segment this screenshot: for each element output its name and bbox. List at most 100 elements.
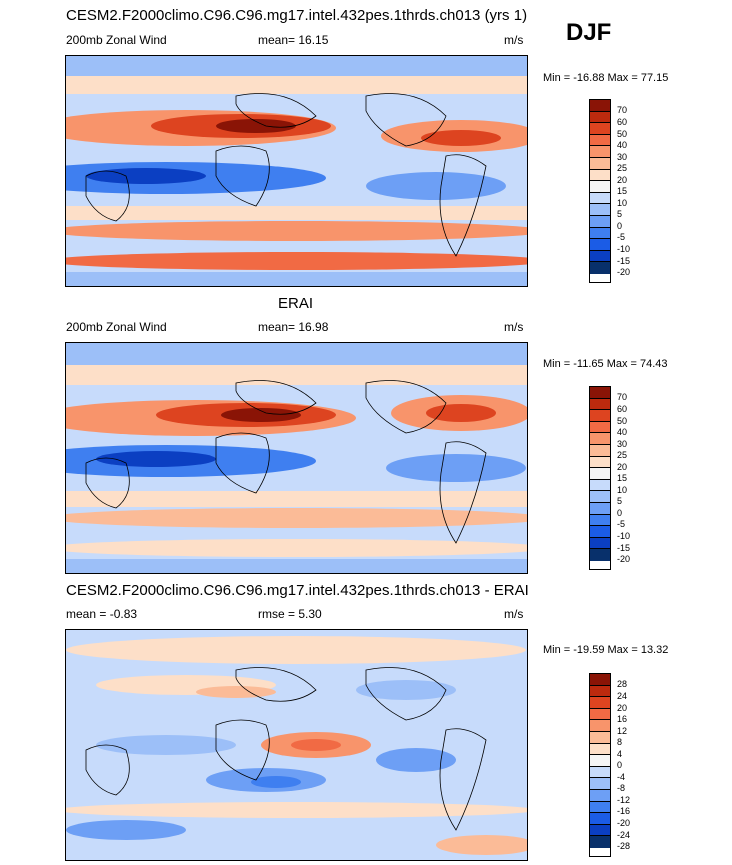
colorbar-swatch	[590, 433, 610, 445]
colorbar-swatch	[590, 181, 610, 193]
colorbar-tick: 25	[617, 163, 628, 173]
panel3-title: CESM2.F2000climo.C96.C96.mg17.intel.432p…	[66, 582, 529, 599]
panel1-units: m/s	[504, 33, 524, 47]
panel2-minmax: Min = -11.65 Max = 74.43	[543, 358, 668, 370]
colorbar-tick: 40	[617, 140, 628, 150]
colorbar-swatch	[590, 387, 610, 399]
panel3-map	[65, 629, 528, 861]
panel3-rmse: rmse = 5.30	[258, 607, 322, 621]
colorbar-tick: 15	[617, 473, 628, 483]
colorbar-swatch	[590, 410, 610, 422]
colorbar-swatch	[590, 766, 610, 779]
colorbar-swatch	[590, 514, 610, 527]
panel1-colorbar	[589, 99, 611, 283]
colorbar-tick: 70	[617, 105, 628, 115]
colorbar-tick: 16	[617, 714, 628, 724]
colorbar-swatch	[590, 836, 610, 848]
colorbar-swatch	[590, 674, 610, 686]
colorbar-swatch	[590, 720, 610, 732]
panel1-map	[65, 55, 528, 287]
colorbar-tick: 15	[617, 186, 628, 196]
colorbar-swatch	[590, 813, 610, 825]
colorbar-tick: 0	[617, 221, 623, 231]
colorbar-tick: 4	[617, 749, 623, 759]
colorbar-tick: 30	[617, 152, 628, 162]
colorbar-tick: -28	[617, 841, 631, 851]
colorbar-swatch	[590, 479, 610, 492]
panel1-minmax: Min = -16.88 Max = 77.15	[543, 72, 669, 84]
colorbar-tick: 60	[617, 117, 628, 127]
colorbar-swatch	[590, 789, 610, 802]
colorbar-tick: -5	[617, 519, 626, 529]
panel2-units: m/s	[504, 320, 524, 334]
colorbar-tick: -15	[617, 543, 631, 553]
colorbar-tick: 40	[617, 427, 628, 437]
colorbar-tick: -12	[617, 795, 631, 805]
colorbar-tick: -8	[617, 783, 626, 793]
panel2-field	[66, 343, 527, 573]
colorbar-swatch	[590, 778, 610, 790]
panel3-minmax: Min = -19.59 Max = 13.32	[543, 644, 669, 656]
colorbar-swatch	[590, 123, 610, 135]
panel2-map	[65, 342, 528, 574]
colorbar-tick: 10	[617, 485, 628, 495]
panel3-mean: mean = -0.83	[66, 607, 138, 621]
colorbar-tick: 5	[617, 496, 623, 506]
panel1-title: CESM2.F2000climo.C96.C96.mg17.intel.432p…	[66, 7, 528, 24]
colorbar-swatch	[590, 398, 610, 411]
panel1-left-label: 200mb Zonal Wind	[66, 33, 167, 47]
colorbar-tick: -20	[617, 554, 631, 564]
colorbar-swatch	[590, 526, 610, 538]
colorbar-swatch	[590, 227, 610, 240]
colorbar-tick: 10	[617, 198, 628, 208]
panel1-mean: mean= 16.15	[258, 33, 329, 47]
colorbar-swatch	[590, 444, 610, 457]
colorbar-tick: -20	[617, 818, 631, 828]
colorbar-swatch	[590, 146, 610, 158]
colorbar-swatch	[590, 708, 610, 721]
colorbar-tick: 12	[617, 726, 628, 736]
colorbar-tick: 20	[617, 175, 628, 185]
colorbar-swatch	[590, 697, 610, 709]
colorbar-tick: 0	[617, 508, 623, 518]
colorbar-swatch	[590, 801, 610, 814]
colorbar-tick: -10	[617, 531, 631, 541]
panel2-mean: mean= 16.98	[258, 320, 329, 334]
colorbar-swatch	[590, 169, 610, 182]
colorbar-tick: -5	[617, 232, 626, 242]
colorbar-swatch	[590, 134, 610, 147]
colorbar-swatch	[590, 537, 610, 550]
colorbar-tick: 50	[617, 416, 628, 426]
colorbar-tick: 28	[617, 679, 628, 689]
colorbar-swatch	[590, 824, 610, 837]
colorbar-tick: 20	[617, 703, 628, 713]
colorbar-swatch	[590, 239, 610, 251]
colorbar-swatch	[590, 192, 610, 205]
colorbar-swatch	[590, 100, 610, 112]
colorbar-tick: 0	[617, 760, 623, 770]
panel2-colorbar	[589, 386, 611, 570]
colorbar-tick: -20	[617, 267, 631, 277]
colorbar-swatch	[590, 755, 610, 767]
colorbar-tick: 25	[617, 450, 628, 460]
colorbar-tick: 5	[617, 209, 623, 219]
colorbar-swatch	[590, 743, 610, 756]
panel1-field	[66, 56, 527, 286]
colorbar-tick: -10	[617, 244, 631, 254]
panel2-left-label: 200mb Zonal Wind	[66, 320, 167, 334]
colorbar-swatch	[590, 250, 610, 263]
colorbar-tick: 60	[617, 404, 628, 414]
panel2-title: ERAI	[278, 295, 314, 312]
panel3-field	[66, 630, 527, 860]
colorbar-tick: 24	[617, 691, 628, 701]
colorbar-swatch	[590, 491, 610, 503]
colorbar-swatch	[590, 421, 610, 434]
colorbar-swatch	[590, 731, 610, 744]
panel3-colorbar	[589, 673, 611, 857]
colorbar-swatch	[590, 456, 610, 469]
colorbar-tick: 20	[617, 462, 628, 472]
colorbar-swatch	[590, 215, 610, 228]
colorbar-swatch	[590, 468, 610, 480]
colorbar-swatch	[590, 204, 610, 216]
colorbar-swatch	[590, 549, 610, 561]
